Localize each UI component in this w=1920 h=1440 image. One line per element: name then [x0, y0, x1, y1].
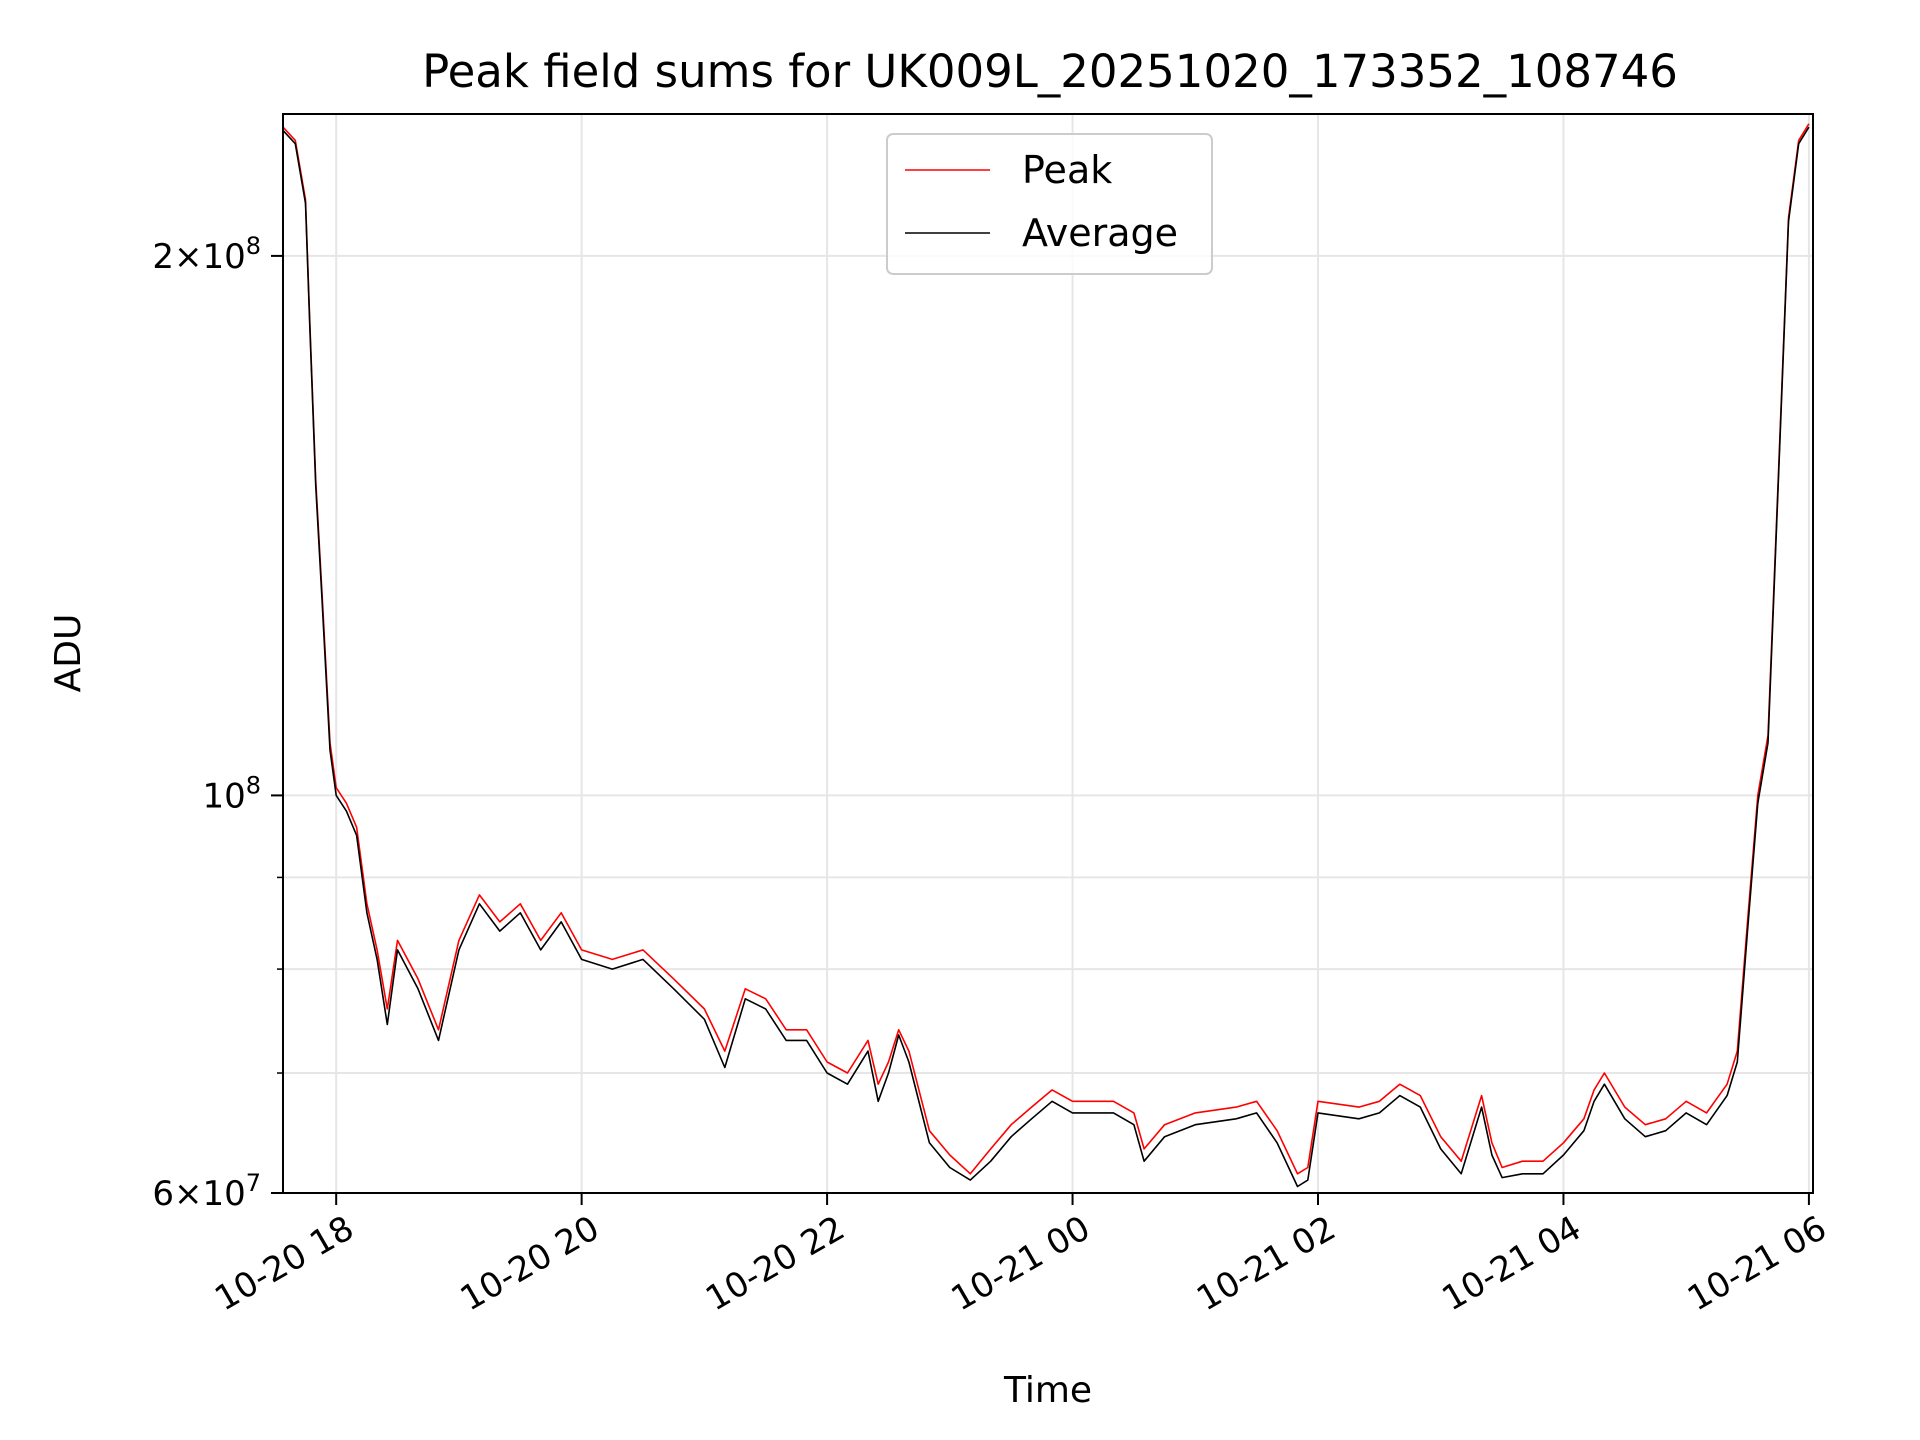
y-tick-label: 2×108 — [152, 232, 261, 277]
y-axis: 6×107 108 2×108 — [152, 232, 283, 1214]
y-tick-label: 108 — [202, 771, 261, 816]
legend-label-peak: Peak — [1022, 148, 1112, 192]
plot-frame — [282, 113, 1814, 1194]
series-line-average — [282, 126, 1810, 1188]
legend: Peak Average — [886, 133, 1213, 275]
legend-box — [886, 133, 1213, 275]
series-line-peak — [282, 123, 1810, 1175]
chart-title: Peak field sums for UK009L_20251020_1733… — [422, 45, 1678, 98]
x-axis-label: Time — [1003, 1370, 1092, 1411]
series-layer — [282, 123, 1810, 1188]
y-tick-label: 6×107 — [152, 1169, 261, 1214]
y-axis-label: ADU — [48, 614, 89, 693]
legend-label-average: Average — [1022, 211, 1178, 255]
